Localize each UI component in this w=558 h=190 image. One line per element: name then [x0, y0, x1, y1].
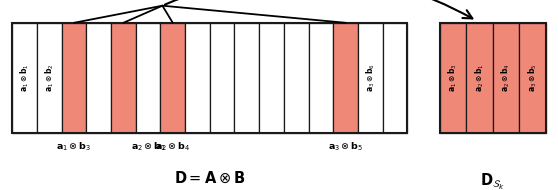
Bar: [333, 23, 358, 133]
Bar: [86, 23, 111, 133]
Text: $\mathbf{a}_1 \otimes \mathbf{b}_3$: $\mathbf{a}_1 \otimes \mathbf{b}_3$: [447, 63, 459, 92]
Text: $\mathbf{a}_1 \otimes \mathbf{b}_3$: $\mathbf{a}_1 \otimes \mathbf{b}_3$: [56, 141, 92, 153]
Bar: [466, 23, 493, 133]
Bar: [440, 23, 546, 133]
Bar: [161, 23, 185, 133]
Bar: [111, 23, 136, 133]
Bar: [12, 23, 37, 133]
Bar: [234, 23, 259, 133]
Text: $\mathbf{D} = \mathbf{A} \otimes \mathbf{B}$: $\mathbf{D} = \mathbf{A} \otimes \mathbf…: [174, 171, 246, 186]
Bar: [259, 23, 284, 133]
Text: $\mathbf{a}_1 \otimes \mathbf{b}_2$: $\mathbf{a}_1 \otimes \mathbf{b}_2$: [43, 64, 56, 92]
Bar: [37, 23, 61, 133]
Text: $\mathbf{a}_2 \otimes \mathbf{b}_1$: $\mathbf{a}_2 \otimes \mathbf{b}_1$: [131, 141, 166, 153]
Text: $\mathbf{D}_{\mathcal{S}_k}$: $\mathbf{D}_{\mathcal{S}_k}$: [480, 171, 506, 190]
Bar: [284, 23, 309, 133]
Bar: [358, 23, 383, 133]
Bar: [12, 23, 407, 133]
Bar: [185, 23, 210, 133]
Text: $\mathbf{a}_1 \otimes \mathbf{b}_1$: $\mathbf{a}_1 \otimes \mathbf{b}_1$: [18, 64, 31, 92]
Text: $\mathbf{a}_2 \otimes \mathbf{b}_4$: $\mathbf{a}_2 \otimes \mathbf{b}_4$: [155, 141, 190, 153]
Bar: [383, 23, 407, 133]
Text: $\mathbf{a}_2 \otimes \mathbf{b}_4$: $\mathbf{a}_2 \otimes \mathbf{b}_4$: [500, 63, 512, 92]
Text: $\mathbf{a}_3 \otimes \mathbf{b}_5$: $\mathbf{a}_3 \otimes \mathbf{b}_5$: [328, 141, 363, 153]
Bar: [519, 23, 546, 133]
Bar: [493, 23, 519, 133]
Bar: [61, 23, 86, 133]
Text: $\mathbf{a}_3 \otimes \mathbf{b}_5$: $\mathbf{a}_3 \otimes \mathbf{b}_5$: [526, 64, 538, 92]
Bar: [210, 23, 234, 133]
Bar: [136, 23, 161, 133]
Bar: [440, 23, 466, 133]
Text: $\mathbf{a}_3 \otimes \mathbf{b}_6$: $\mathbf{a}_3 \otimes \mathbf{b}_6$: [364, 63, 377, 92]
Text: $\mathbf{a}_2 \otimes \mathbf{b}_1$: $\mathbf{a}_2 \otimes \mathbf{b}_1$: [473, 64, 485, 92]
Bar: [309, 23, 333, 133]
